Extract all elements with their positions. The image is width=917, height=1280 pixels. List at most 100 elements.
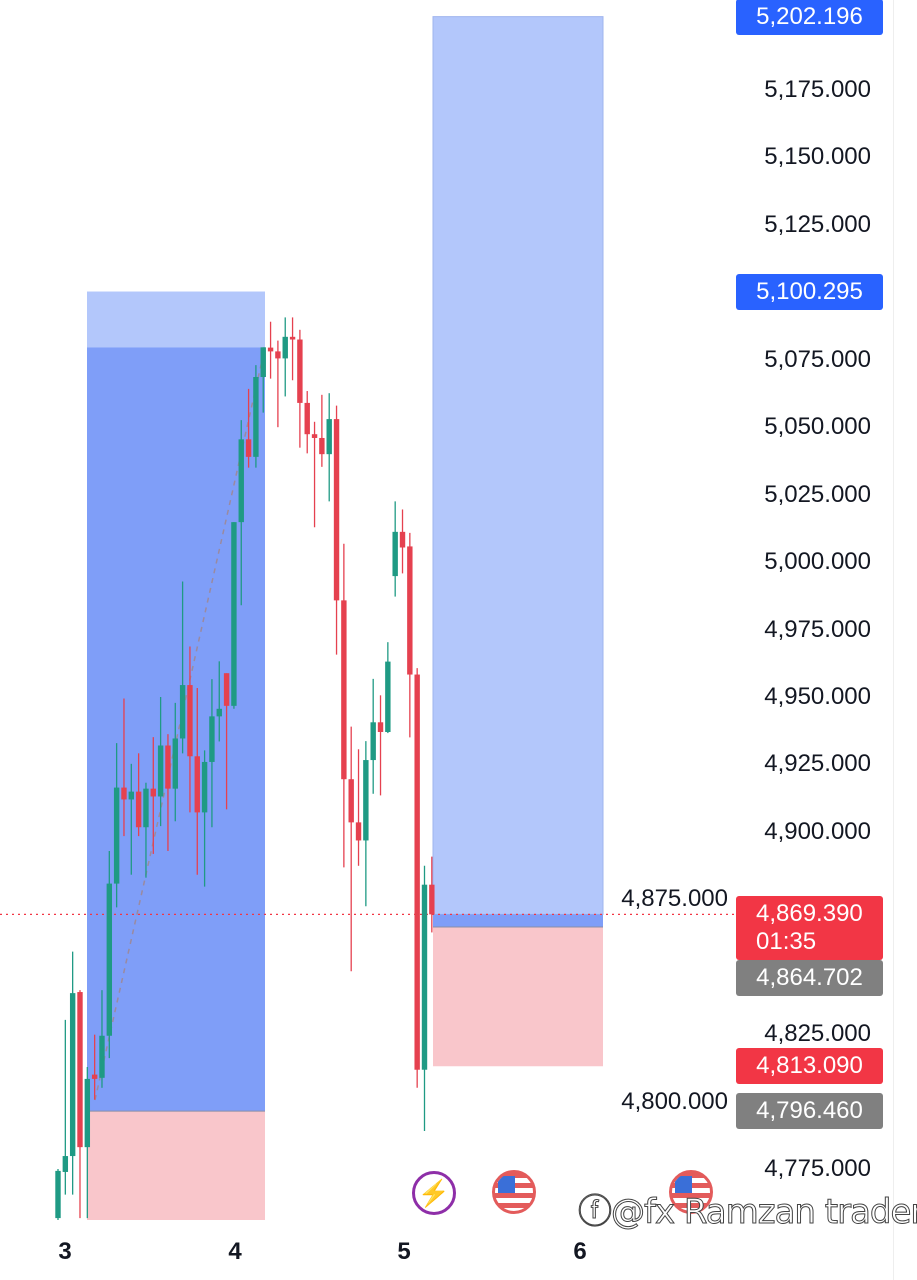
candle	[209, 679, 215, 828]
position-stop-zone	[433, 927, 603, 1067]
position-target-zone	[432, 16, 604, 915]
watermark: ⓕ@fx Ramzan trader	[577, 1192, 917, 1233]
position-target-zone	[87, 291, 265, 348]
candle-body	[216, 708, 222, 717]
candle	[216, 661, 222, 742]
candle-body	[121, 787, 127, 800]
candle-body	[341, 600, 347, 780]
candle	[260, 347, 266, 413]
candle-body	[385, 661, 391, 733]
candle-body	[231, 522, 237, 706]
candle	[333, 405, 340, 655]
candle-body	[355, 822, 362, 841]
candle-body	[311, 434, 318, 438]
candle-body	[238, 439, 244, 523]
candle-body	[429, 884, 435, 915]
candle	[62, 1019, 69, 1195]
candle-body	[55, 1170, 61, 1219]
candle	[150, 737, 156, 854]
candle	[414, 668, 420, 1088]
candle-body	[150, 788, 156, 797]
candle-body	[407, 546, 413, 675]
candle	[113, 743, 120, 908]
candle	[106, 850, 113, 1059]
candle-body	[377, 722, 384, 733]
candle-body	[370, 722, 376, 761]
position-filled-zone	[87, 347, 265, 1112]
candle-body	[275, 351, 281, 359]
position-filled-zone	[433, 914, 603, 928]
candle	[245, 388, 252, 468]
price-axis-border	[893, 0, 894, 1280]
candle	[194, 688, 200, 875]
candle	[179, 581, 186, 754]
price-tick: 4,875.000	[621, 885, 728, 913]
candle	[297, 329, 303, 448]
candle	[201, 750, 208, 887]
us-flag-icon[interactable]	[669, 1170, 713, 1214]
us-flag-icon[interactable]	[492, 1170, 536, 1214]
candle	[165, 734, 171, 851]
candle-body	[106, 883, 113, 1036]
candle-body	[99, 1035, 105, 1078]
entry-price-label: 4,796.460	[736, 1093, 883, 1130]
candle-body	[319, 437, 325, 455]
candle	[399, 509, 406, 574]
candle	[407, 532, 413, 738]
candle-body	[187, 685, 193, 757]
price-tick: 5,025.000	[764, 480, 871, 508]
candle-body	[333, 419, 340, 601]
candle-body	[399, 531, 406, 548]
candle	[429, 856, 435, 933]
candle	[69, 951, 76, 1195]
candle-body	[62, 1156, 69, 1172]
candle-body	[253, 377, 259, 457]
current-price-label: 4,869.390 01:35	[736, 896, 883, 961]
price-tick: 5,150.000	[764, 143, 871, 171]
candle	[421, 865, 428, 1131]
candle-body	[304, 402, 310, 435]
price-tick: 4,925.000	[764, 750, 871, 778]
candle	[231, 522, 237, 709]
candle-body	[348, 779, 354, 823]
candle	[121, 698, 127, 837]
target-price-label: 5,202.196	[736, 0, 883, 35]
candle	[319, 394, 325, 467]
candle	[326, 393, 332, 502]
price-tick: 4,975.000	[764, 615, 871, 643]
lightning-icon[interactable]: ⚡	[412, 1171, 456, 1215]
candle-body	[201, 761, 208, 813]
stop-price-label: 4,813.090	[736, 1048, 883, 1085]
candle	[392, 501, 398, 597]
candle	[355, 749, 362, 866]
candle-body	[135, 791, 142, 828]
candle	[377, 695, 384, 796]
price-tick: 5,075.000	[764, 345, 871, 373]
position-path-line	[94, 347, 266, 1101]
candle-body	[194, 756, 200, 813]
time-tick: 5	[397, 1238, 411, 1265]
price-tick: 4,900.000	[764, 817, 871, 845]
candle	[363, 741, 369, 907]
time-tick: 4	[228, 1238, 242, 1265]
candle-body	[363, 760, 369, 841]
candle-body	[77, 992, 83, 1148]
candle	[341, 543, 347, 868]
candle-body	[245, 439, 252, 457]
price-tick: 4,775.000	[764, 1155, 871, 1182]
price-tick: 4,800.000	[621, 1087, 728, 1115]
price-tick: 4,825.000	[764, 1020, 871, 1048]
candle	[238, 420, 244, 606]
candle-body	[289, 336, 296, 340]
candle-body	[113, 787, 120, 884]
target-price-label: 5,100.295	[736, 273, 883, 310]
candle-body	[260, 347, 266, 378]
candle	[223, 673, 230, 810]
candle-body	[267, 347, 274, 352]
price-tick: 5,050.000	[764, 413, 871, 441]
candle	[135, 753, 142, 837]
candle	[172, 702, 178, 822]
candle	[99, 990, 105, 1088]
candle	[91, 1034, 98, 1100]
